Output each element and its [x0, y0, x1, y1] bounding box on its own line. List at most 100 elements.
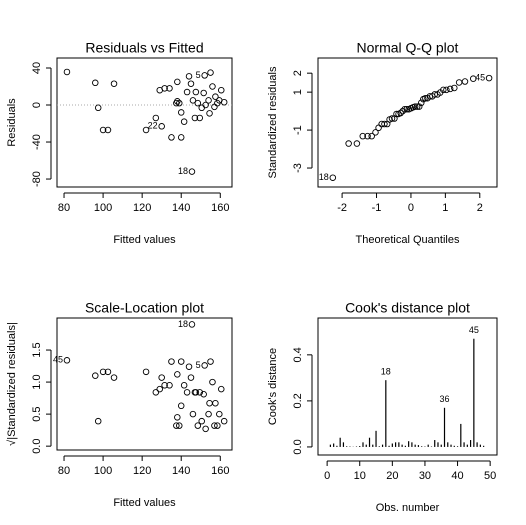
point — [368, 132, 375, 140]
point — [364, 132, 371, 140]
point — [329, 174, 337, 181]
y-tick-label: -1 — [292, 125, 304, 135]
point — [188, 168, 196, 175]
y-tick-label: -80 — [31, 171, 43, 187]
point — [218, 385, 225, 393]
panel: Scale-Location plot Fitted values √|Standa… — [6, 300, 233, 509]
panel: Normal Q-Q plot Theoretical Quantiles Stan… — [267, 40, 498, 246]
point — [353, 140, 361, 147]
point — [176, 99, 183, 107]
point — [194, 422, 202, 429]
point — [192, 88, 200, 96]
panel-title: Normal Q-Q plot — [357, 40, 459, 56]
point — [469, 75, 477, 82]
point — [200, 391, 207, 398]
x-tick-label: 160 — [211, 202, 229, 214]
x-tick-label: 50 — [484, 470, 496, 482]
panel: Residuals vs Fitted Fitted values Residual… — [6, 40, 233, 246]
y-axis-label: √|Standardized residuals| — [6, 322, 18, 446]
point — [63, 357, 71, 364]
point — [455, 79, 463, 86]
point — [174, 78, 181, 86]
point — [201, 362, 208, 369]
x-tick-label: 2 — [477, 202, 483, 214]
panel-title: Residuals vs Fitted — [85, 40, 203, 56]
y-tick-label: 1.0 — [31, 374, 43, 389]
point-label: 5 — [196, 70, 201, 80]
point — [94, 104, 102, 112]
x-tick-label: 30 — [419, 470, 431, 482]
point — [94, 417, 102, 425]
plot-box — [56, 317, 233, 451]
point — [209, 378, 216, 386]
point — [413, 103, 421, 110]
y-tick-label: 0.4 — [292, 347, 304, 362]
point — [185, 73, 193, 80]
point — [397, 109, 404, 117]
point — [212, 93, 219, 100]
x-tick-label: 10 — [354, 470, 366, 482]
point — [198, 104, 205, 112]
point — [174, 98, 181, 105]
point — [220, 417, 228, 425]
point-label: 45 — [53, 355, 63, 365]
x-tick-label: 140 — [172, 465, 190, 477]
point — [209, 83, 216, 90]
point — [375, 124, 382, 132]
point-label: 18 — [178, 166, 188, 176]
point — [196, 114, 204, 122]
panel: Cook's distance plot Obs. number Cook's di… — [267, 300, 498, 514]
point — [99, 126, 107, 134]
point — [205, 410, 212, 418]
point — [196, 389, 204, 396]
point — [183, 389, 191, 396]
y-axis-label: Standardized residuals — [267, 66, 279, 178]
point — [177, 402, 185, 410]
point — [104, 368, 112, 376]
point — [99, 368, 107, 376]
point — [161, 85, 168, 92]
point — [174, 371, 181, 378]
point — [174, 414, 181, 421]
point — [194, 99, 202, 107]
point — [110, 374, 118, 381]
y-axis-label: Cook's distance — [267, 348, 279, 425]
point — [446, 85, 454, 93]
point — [205, 97, 212, 104]
point — [399, 107, 406, 115]
x-tick-label: 160 — [211, 465, 229, 477]
point — [201, 72, 208, 79]
point — [418, 99, 425, 107]
point — [218, 86, 225, 94]
plot-box — [317, 57, 498, 188]
y-tick-label: 1.5 — [31, 342, 43, 357]
point — [142, 126, 150, 134]
point — [185, 363, 193, 370]
y-axis-label: Residuals — [6, 98, 18, 147]
x-tick-label: 0 — [324, 470, 330, 482]
point — [152, 114, 160, 122]
point — [104, 126, 112, 134]
plot-box — [56, 57, 233, 188]
point-label: 45 — [469, 325, 479, 335]
point — [189, 410, 197, 418]
point — [63, 68, 71, 76]
point-label: 5 — [196, 360, 201, 370]
y-tick-label: 0.0 — [31, 439, 43, 454]
point — [214, 422, 221, 429]
x-axis-label: Theoretical Quantiles — [356, 234, 460, 246]
point — [440, 86, 447, 94]
point — [200, 89, 207, 97]
x-tick-label: 0 — [408, 202, 414, 214]
point — [485, 74, 493, 82]
point — [92, 79, 99, 87]
point — [415, 103, 423, 110]
y-tick-label: 0.2 — [292, 393, 304, 408]
x-tick-label: 80 — [58, 465, 70, 477]
point — [220, 98, 228, 106]
point — [443, 86, 450, 94]
point — [161, 382, 168, 389]
x-tick-label: 40 — [451, 470, 463, 482]
point — [372, 129, 379, 136]
x-tick-label: -1 — [372, 202, 382, 214]
